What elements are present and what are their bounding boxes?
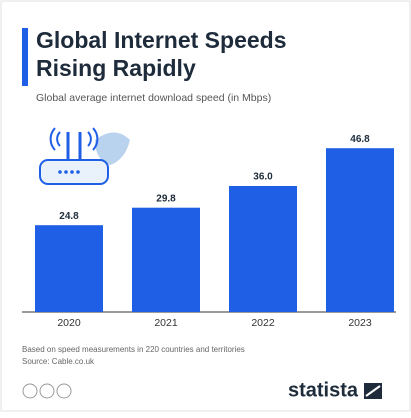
value-label: 46.8 [350, 134, 370, 145]
bar [326, 148, 394, 312]
x-tick-label: 2021 [154, 317, 178, 329]
bar [35, 225, 103, 312]
value-label: 24.8 [59, 211, 79, 222]
x-tick-label: 2022 [251, 317, 275, 329]
source: Source: Cable.co.uk [22, 357, 95, 366]
router-icon [39, 127, 130, 185]
bar [132, 207, 200, 312]
chart-title: Global Internet Speeds [36, 27, 287, 53]
note: Based on speed measurements in 220 count… [22, 345, 245, 354]
value-label: 29.8 [156, 193, 176, 204]
x-tick-label: 2023 [348, 317, 372, 329]
chart-title: Rising Rapidly [36, 55, 196, 81]
chart-subtitle: Global average internet download speed (… [36, 92, 271, 104]
value-label: 36.0 [253, 172, 273, 183]
brand-logo: statista [288, 379, 359, 401]
brand-mark [362, 381, 384, 401]
accent-bar [22, 28, 28, 86]
license-icons [22, 383, 72, 399]
x-tick-label: 2020 [57, 317, 81, 329]
bar [229, 186, 297, 312]
